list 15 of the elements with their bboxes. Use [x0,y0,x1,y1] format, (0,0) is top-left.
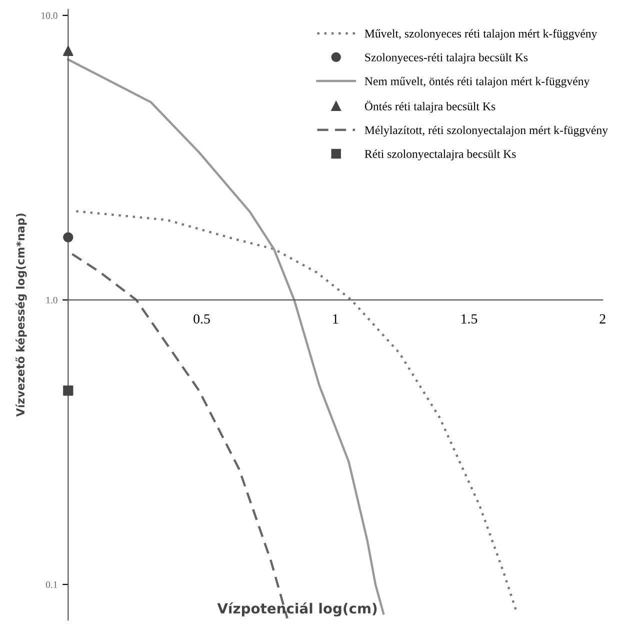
y-tick-label: 1.0 [46,296,58,304]
legend-label: Művelt, szolonyeces réti talajon mért k-függvény [364,29,598,40]
y-axis-title: Vízvezető képesség log(cm*nap) [16,214,27,417]
x-tick-label: 1.5 [462,314,478,324]
legend-label: Mélylazított, réti szolonyectalajon mért k-függvény [364,126,608,137]
x-tick-label: 0.5 [194,314,210,324]
legend-label: Öntés réti talajra becsült Ks [364,100,496,113]
y-tick-label: 0.1 [46,581,58,588]
legend-label: Réti szolonyectalajra becsült Ks [364,150,516,160]
legend-label: Nem művelt, öntés réti talajon mért k-függvény [364,76,590,88]
x-tick-label: 1 [333,314,338,324]
x-tick-label: 2 [600,314,606,324]
y-tick-label: 10.0 [42,12,58,19]
x-axis-title: Vízpotenciál log(cm) [217,602,377,616]
legend-label: Szolonyeces-réti talajra becsült Ks [365,53,528,64]
